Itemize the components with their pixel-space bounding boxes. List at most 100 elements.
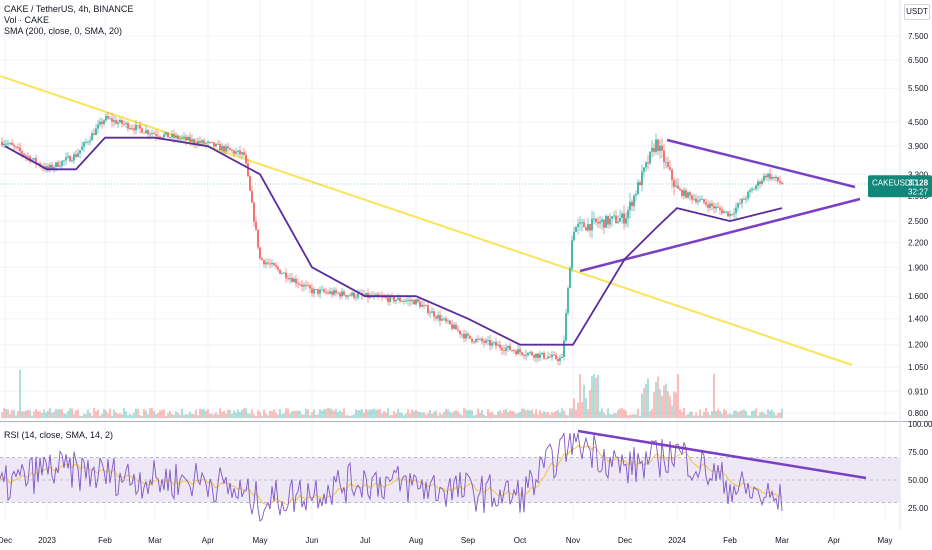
candle-body [149,133,151,135]
volume-bar [405,413,407,418]
candle-body [571,240,573,269]
time-tick-label: Oct [514,536,527,545]
candle-body [417,299,419,302]
volume-bar [201,408,203,418]
volume-bar [129,413,131,418]
volume-bar [583,384,585,418]
candle-body [347,295,349,297]
candle-body [247,163,249,177]
volume-bar [285,408,287,418]
candle-body [647,162,649,164]
candle-body [447,320,449,322]
volume-bar [377,409,379,418]
candle-body [207,141,209,144]
candle-body [755,185,757,189]
candle-body [453,324,455,329]
candle-body [671,169,673,181]
candle-body [93,133,95,135]
volume-bar [25,410,27,418]
volume-bar [669,396,671,418]
candle-body [7,143,9,145]
candle-body [375,294,377,296]
volume-bar [97,409,99,418]
candle-body [325,291,327,293]
time-tick-label: Dec [618,536,632,545]
volume-bar [197,415,199,418]
volume-bar [81,415,83,418]
candle-body [357,293,359,298]
candle-body [559,357,561,361]
candle-body [545,358,547,360]
candle-body [83,142,85,147]
triangle-lower-line [579,197,861,273]
candle-body [575,226,577,232]
candle-body [433,311,435,317]
candle-body [665,162,667,163]
candle-body [651,147,653,152]
volume-bar [207,409,209,418]
volume-bar [491,412,493,418]
volume-bar [441,414,443,418]
volume-bar [355,409,357,418]
volume-bar [299,410,301,418]
candle-body [645,162,647,168]
candle-body [681,190,683,196]
candle-body [495,342,497,346]
volume-bar [187,414,189,418]
candle-body [313,289,315,294]
candle-body [713,206,715,209]
candle-body [411,300,413,302]
volume-bar [31,415,33,418]
candle-body [743,198,745,200]
candle-body [187,136,189,141]
volume-bar [271,411,273,418]
volume-bar [453,411,455,418]
candle-body [509,345,511,351]
volume-bar [109,408,111,418]
candle-body [393,296,395,302]
volume-bar [663,385,665,418]
candle-body [543,352,545,359]
volume-bar [199,408,201,418]
volume-bar [755,408,757,418]
volume-bar [685,415,687,418]
volume-bar [149,408,151,418]
candle-body [591,218,593,231]
volume-bar [769,410,771,418]
volume-bar [27,409,29,418]
candle-body [295,278,297,284]
candle-body [29,156,31,162]
volume-bar [439,412,441,418]
volume-bar [487,409,489,418]
candle-body [629,201,631,211]
volume-bar [301,414,303,418]
currency-badge[interactable]: USDT [904,4,930,20]
volume-bar [545,412,547,418]
candle-body [767,173,769,178]
volume-bar [423,412,425,418]
volume-bar [349,415,351,418]
volume-bar [353,414,355,418]
volume-bar [425,414,427,418]
candle-body [231,150,233,151]
candle-body [209,141,211,143]
volume-bar [99,415,101,418]
volume-bar [557,409,559,418]
volume-bar [251,409,253,418]
volume-bar [71,408,73,418]
candle-body [639,182,641,186]
candle-body [257,229,259,248]
candle-body [735,207,737,214]
time-tick-label: 2024 [668,536,686,545]
volume-bar [481,410,483,418]
candle-body [341,291,343,297]
candle-body [303,284,305,287]
volume-bar [273,409,275,418]
volume-bar [171,414,173,418]
volume-bar [551,412,553,418]
candle-body [517,349,519,355]
volume-bar [123,408,125,418]
candle-body [245,154,247,164]
volume-bar [681,411,683,418]
